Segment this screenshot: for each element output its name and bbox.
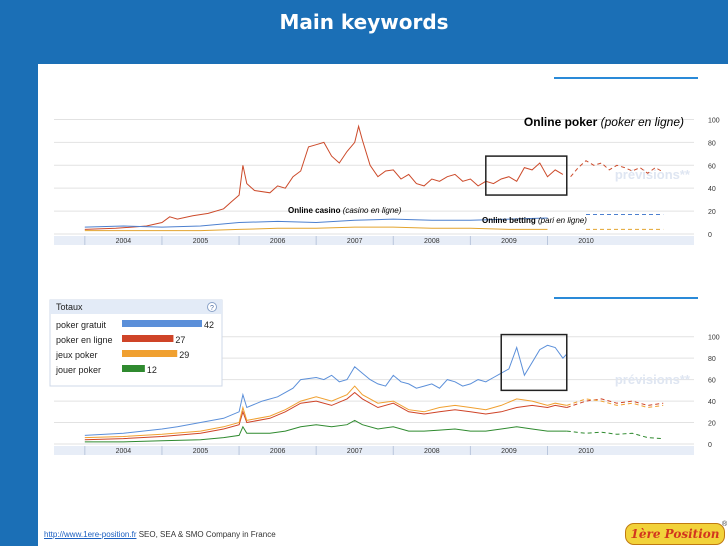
y-tick-label: 0 [708, 232, 712, 239]
y-tick-label: 0 [708, 442, 712, 449]
x-tick-label: 2009 [501, 448, 517, 455]
forecast-watermark: prévisions** [615, 372, 691, 387]
legend-bar [122, 365, 145, 372]
legend-bar [122, 335, 174, 342]
x-tick-label: 2010 [578, 238, 594, 245]
legend-item-label: jouer poker [55, 365, 101, 375]
x-tick-label: 2009 [501, 238, 517, 245]
x-axis-band [54, 446, 694, 455]
y-tick-label: 80 [708, 140, 716, 147]
chart-poker-totals: 0 20 40 60 80 100 2004 2005 2006 2007 2008 2009 2010… [49, 297, 720, 455]
registered-mark: ® [722, 521, 728, 528]
y-tick-label: 100 [708, 335, 720, 342]
legend-item-label: jeux poker [55, 350, 98, 360]
x-tick-label: 2007 [347, 448, 363, 455]
series-line-poker_en_ligne [84, 391, 567, 441]
x-axis-band [54, 236, 694, 245]
x-tick-label: 2010 [578, 448, 594, 455]
y-tick-label: 60 [708, 378, 716, 385]
legend-item-value: 12 [147, 365, 157, 375]
legend-bar [122, 350, 178, 357]
y-tick-label: 60 [708, 163, 716, 170]
series-forecast-poker_en_ligne [566, 398, 664, 408]
y-tick-label: 20 [708, 209, 716, 216]
legend-bar [122, 320, 202, 327]
series-line-jeux_poker [84, 385, 567, 439]
legend-item-value: 29 [179, 350, 189, 360]
series-line-poker_gratuit [84, 344, 568, 436]
annotation-online-casino: Online casino (casino en ligne) [288, 206, 402, 215]
legend-header [50, 300, 222, 314]
y-tick-label: 40 [708, 399, 716, 406]
footer-link[interactable]: http://www.1ere-position.fr [44, 530, 137, 539]
legend: Totaux ? poker gratuit 42 poker en ligne 27 je… [49, 299, 223, 387]
highlight-box [485, 155, 568, 196]
forecast-watermark: prévisions** [615, 167, 691, 182]
page-title: Main keywords [279, 10, 449, 34]
chart-online-keywords: 0 20 40 60 80 100 2004 2005 2006 2007 2008 2009 2010… [54, 77, 720, 245]
help-icon-glyph: ? [210, 305, 214, 312]
legend-item-label: poker gratuit [56, 320, 107, 330]
x-tick-label: 2006 [270, 448, 286, 455]
x-tick-label: 2008 [424, 448, 440, 455]
legend-item-label: poker en ligne [56, 335, 113, 345]
y-tick-label: 80 [708, 356, 716, 363]
chart-panel-online-keywords: 0 20 40 60 80 100 2004 2005 2006 2007 2008 2009 2010… [44, 76, 724, 256]
highlight-box [500, 333, 568, 392]
x-tick-label: 2008 [424, 238, 440, 245]
series-forecast-jouer_poker [566, 430, 664, 440]
annotation-online-poker: Online poker (poker en ligne) [524, 115, 684, 129]
header-band [0, 0, 728, 64]
footer: http://www.1ere-position.fr SEO, SEA & S… [44, 530, 276, 539]
chart-panel-poker-totals: 0 20 40 60 80 100 2004 2005 2006 2007 2008 2009 2010… [44, 296, 724, 466]
series-forecast-poker [570, 160, 664, 178]
series-line-casino [84, 226, 548, 232]
y-tick-label: 40 [708, 186, 716, 193]
x-tick-label: 2004 [116, 238, 132, 245]
x-tick-label: 2005 [193, 448, 209, 455]
legend-title: Totaux [56, 302, 83, 312]
left-accent-strip [0, 0, 38, 546]
series-line-jouer_poker [84, 419, 567, 443]
x-tick-label: 2004 [116, 448, 132, 455]
annotation-online-betting: Online betting (pari en ligne) [482, 216, 587, 225]
series-line-betting [84, 217, 548, 228]
company-logo: 1ère Position [625, 523, 725, 545]
series-forecast-jeux_poker [566, 398, 664, 409]
footer-text: SEO, SEA & SMO Company in France [136, 530, 276, 539]
help-icon [207, 302, 217, 312]
legend-item-value: 27 [175, 335, 185, 345]
y-tick-label: 100 [708, 117, 720, 124]
x-tick-label: 2006 [270, 238, 286, 245]
x-tick-label: 2005 [193, 238, 209, 245]
x-tick-label: 2007 [347, 238, 363, 245]
y-tick-label: 20 [708, 421, 716, 428]
series-line-poker [84, 124, 564, 230]
legend-item-value: 42 [204, 320, 214, 330]
